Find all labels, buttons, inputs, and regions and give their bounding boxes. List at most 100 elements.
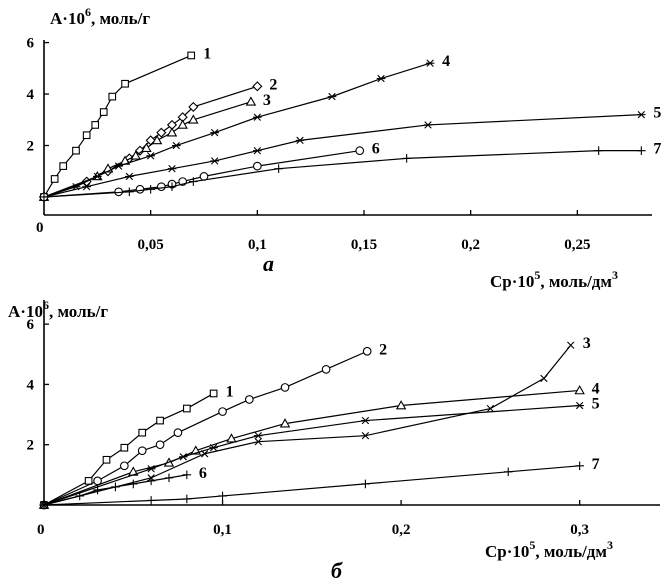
series-label: 3 [583,335,591,352]
data-point [171,141,181,150]
series-label: 4 [592,380,600,397]
data-point [274,164,283,173]
series-line [43,389,580,506]
data-point [156,182,166,192]
data-point [125,172,134,181]
data-point [146,476,156,486]
data-point [93,172,102,181]
data-point [102,455,111,464]
panel-caption: б [331,558,343,583]
data-point [91,121,100,129]
origin-label: 0 [37,522,45,538]
data-point [188,101,199,112]
series-1: 1 [40,383,234,509]
data-point [575,401,584,410]
data-point [252,161,262,171]
data-point [252,81,263,92]
series-line [43,54,192,198]
series-5: 5 [39,105,661,201]
x-tick-label: 0,05 [138,237,164,253]
data-point [108,92,117,101]
data-point [280,383,290,392]
data-point [141,142,152,152]
x-tick-label: 0,2 [392,522,411,538]
series-6: 6 [39,465,207,510]
data-point [99,108,108,116]
data-point [39,192,49,202]
data-point [72,146,80,155]
data-point [244,395,254,404]
series-label: 5 [653,105,661,122]
data-point [125,187,134,197]
series-line [43,344,572,506]
data-point [182,494,192,504]
data-point [637,110,646,119]
data-point [178,453,188,461]
series-line [43,404,580,506]
y-tick-label: 2 [27,139,35,155]
data-point [210,157,219,165]
x-tick-label: 0,25 [564,237,590,253]
data-point [128,479,138,489]
data-point [540,374,548,383]
data-point [93,485,102,495]
data-point [503,467,513,477]
panel-a: A·106, моль/г 0 а Cp·105, моль/дм3 2 4 6 0… [27,5,662,291]
data-point [226,433,237,443]
data-point [425,59,435,67]
x-tick-label: 0,1 [213,522,232,538]
series-label: 6 [372,141,380,158]
series-label: 1 [226,383,234,400]
data-point [151,134,163,145]
series-7: 7 [39,456,600,510]
series-5: 5 [39,396,600,509]
data-point [50,175,59,183]
data-point [120,443,129,452]
data-point [575,461,584,471]
data-point [121,79,129,88]
data-point [209,444,218,452]
data-point [177,119,188,129]
series-3: 3 [38,92,271,201]
data-point [189,177,198,186]
origin-label: 0 [36,220,44,236]
data-point [135,184,145,194]
data-point [167,164,177,173]
data-point [253,113,262,121]
data-point [402,154,411,163]
data-point [114,162,123,170]
data-point [155,440,165,450]
data-point [486,404,495,413]
data-point [209,389,218,398]
series-label: 1 [203,45,211,62]
data-point [84,477,93,485]
series-6: 6 [39,141,380,202]
data-point [75,491,85,501]
data-point [82,183,91,191]
series-label: 3 [263,92,271,109]
data-point [164,473,174,483]
data-point [361,479,370,489]
data-point [637,146,646,155]
data-point [182,470,192,480]
data-point [182,404,191,413]
data-point [321,364,331,374]
data-point [167,182,177,191]
y-tick-label: 6 [27,317,35,333]
data-point [376,74,386,83]
y-tick-label: 2 [27,438,35,454]
panel-caption: а [263,251,274,276]
data-point [119,461,129,471]
series-label: 2 [379,341,387,358]
data-point [173,428,183,437]
data-point [254,438,262,446]
data-point [567,341,575,349]
series-label: 2 [269,76,277,93]
x-axis-label: Cp·105, моль/дм3 [485,538,613,561]
data-point [279,418,291,428]
data-point [245,96,257,106]
data-point [166,127,178,137]
data-point [355,146,365,156]
data-point [39,500,49,510]
y-tick-label: 4 [27,87,35,103]
